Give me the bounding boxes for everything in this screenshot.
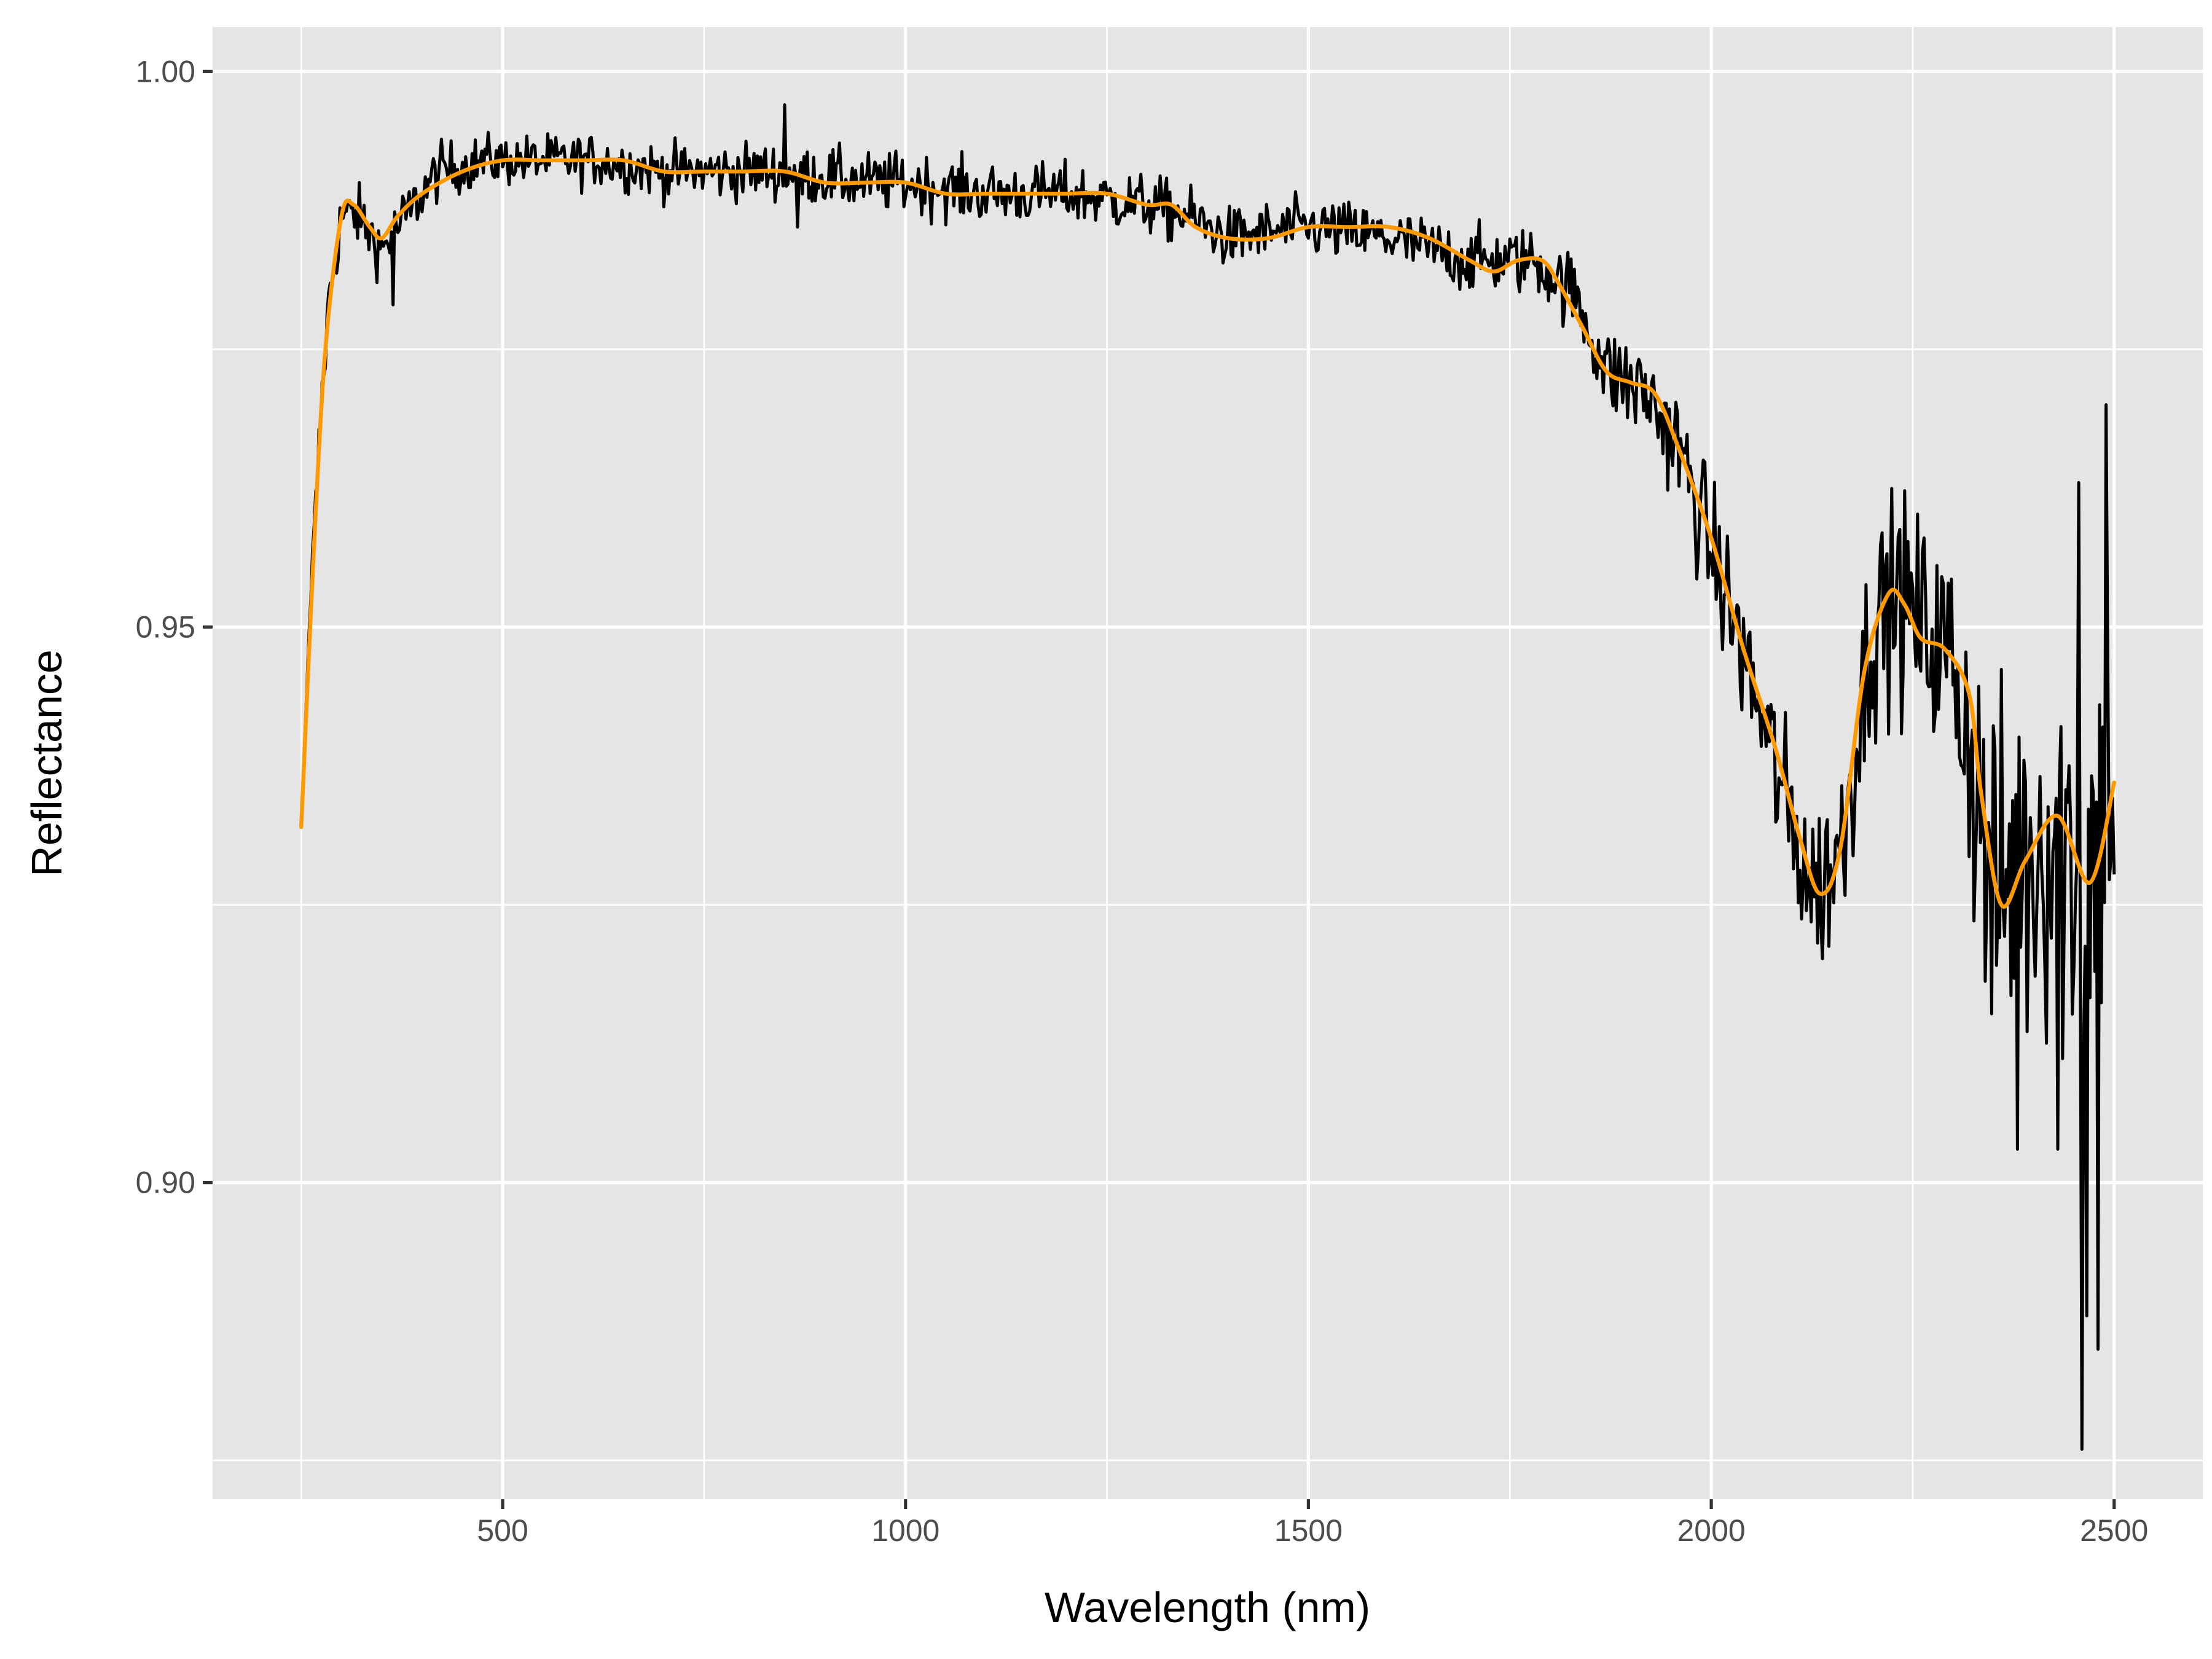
- y-tick-label: 0.90: [136, 1166, 195, 1200]
- x-tick-label: 1000: [871, 1513, 939, 1548]
- y-axis-title: Reflectance: [23, 649, 71, 877]
- y-tick-label: 1.00: [136, 54, 195, 88]
- grid-major: [213, 27, 2203, 1499]
- x-tick-label: 2500: [2080, 1513, 2148, 1548]
- grid-minor: [213, 27, 2203, 1499]
- x-tick-label: 500: [477, 1513, 528, 1548]
- series-smooth: [299, 157, 2117, 909]
- x-tick-label: 2000: [1677, 1513, 1745, 1548]
- x-axis-title: Wavelength (nm): [1045, 1583, 1370, 1631]
- x-tick-label: 1500: [1274, 1513, 1343, 1548]
- y-tick-label: 0.95: [136, 610, 195, 644]
- x-axis: 500 1000 1500 2000 2500: [477, 1499, 2148, 1548]
- plot-panel: [213, 27, 2203, 1499]
- y-axis: 0.90 0.95 1.00: [136, 54, 213, 1200]
- smoothed-spectrum-line: [299, 157, 2117, 909]
